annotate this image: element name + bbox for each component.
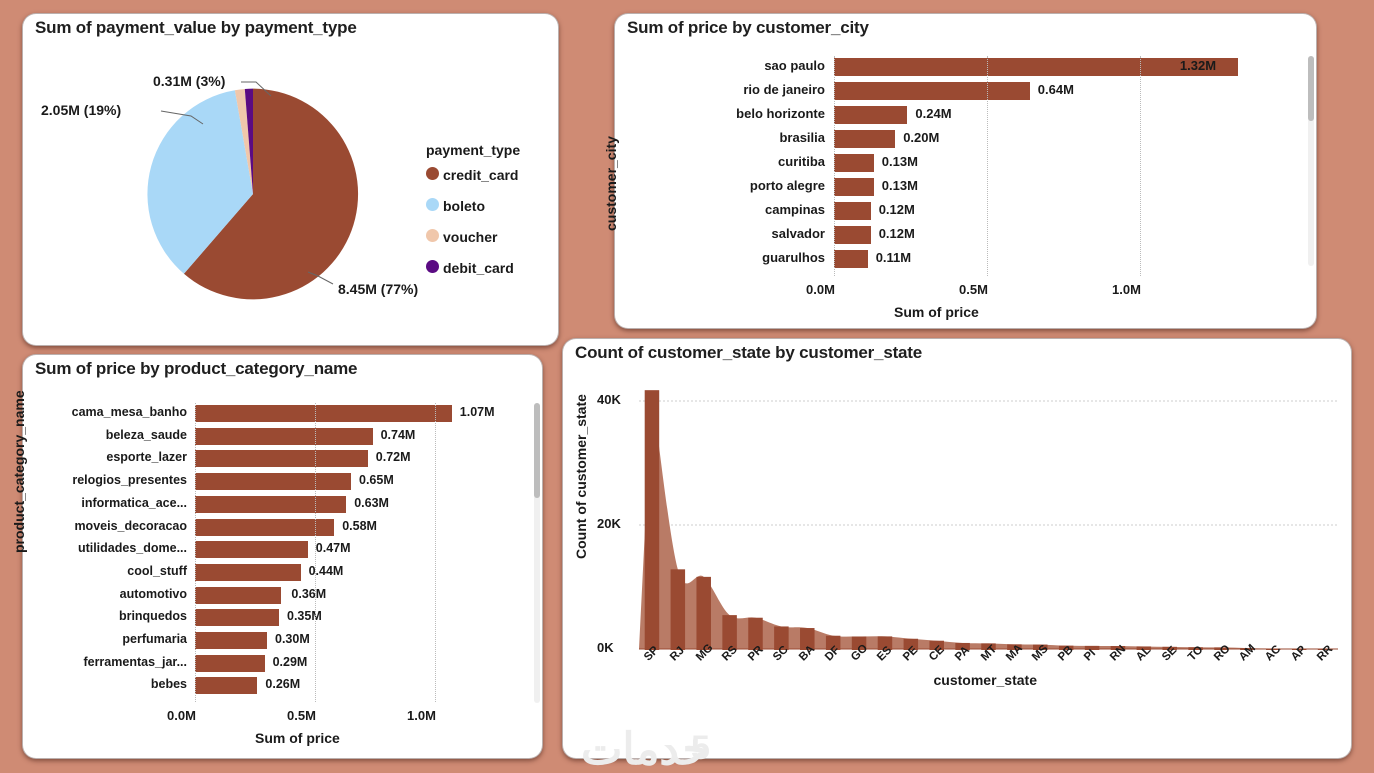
svg-text:0.31M (3%): 0.31M (3%) [153, 73, 225, 89]
svg-text:2.05M (19%): 2.05M (19%) [41, 102, 121, 118]
svg-text:8.45M (77%): 8.45M (77%) [338, 281, 418, 297]
